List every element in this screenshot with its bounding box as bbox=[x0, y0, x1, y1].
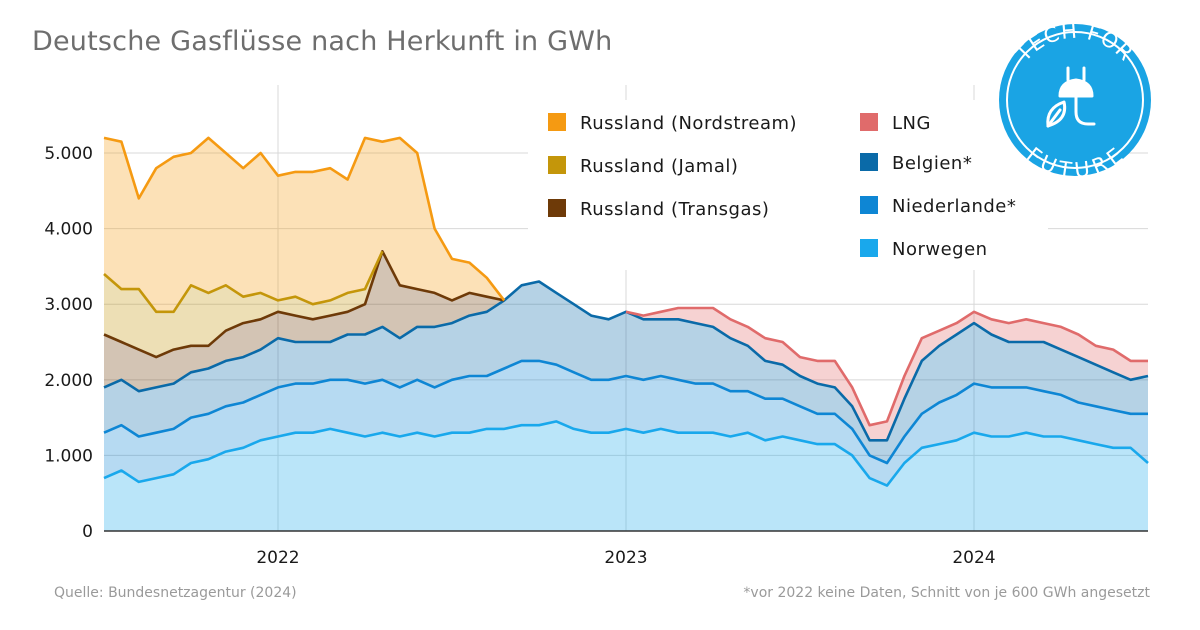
x-tick-label: 2022 bbox=[256, 548, 299, 568]
legend-label-russland-transgas: Russland (Transgas) bbox=[580, 199, 769, 220]
area-niederlande bbox=[104, 360, 1148, 486]
y-tick-label: 0 bbox=[82, 522, 93, 542]
legend-swatch-belgien bbox=[860, 153, 878, 171]
legend-swatch-norwegen bbox=[860, 239, 878, 257]
area-norwegen bbox=[104, 421, 1148, 531]
line-norwegen bbox=[103, 420, 1149, 487]
series-lines bbox=[103, 136, 1149, 487]
legend-swatch-niederlande bbox=[860, 196, 878, 214]
y-axis-ticks: 0 1.000 2.000 3.000 4.000 5.000 bbox=[44, 144, 93, 542]
legend-label-norwegen: Norwegen bbox=[892, 239, 988, 260]
line-lng bbox=[625, 306, 1148, 427]
x-tick-label: 2023 bbox=[604, 548, 647, 568]
area-russland-jamal bbox=[104, 251, 383, 358]
legend-label-russland-nordstream: Russland (Nordstream) bbox=[580, 113, 797, 134]
legend-label-lng: LNG bbox=[892, 113, 931, 134]
legend-swatch-russland-transgas bbox=[548, 199, 566, 217]
legend: Russland (Nordstream) Russland (Jamal) Rus… bbox=[528, 100, 1048, 270]
y-tick-label: 1.000 bbox=[44, 446, 93, 466]
source-note: Quelle: Bundesnetzagentur (2024) bbox=[54, 585, 297, 601]
legend-background bbox=[528, 100, 1048, 270]
y-tick-label: 4.000 bbox=[44, 220, 93, 240]
legend-swatch-russland-jamal bbox=[548, 156, 566, 174]
line-niederlande bbox=[103, 359, 1148, 465]
line-russland-jamal bbox=[103, 250, 384, 314]
y-tick-label: 3.000 bbox=[44, 295, 93, 315]
line-russland-nordstream bbox=[103, 136, 506, 302]
legend-label-belgien: Belgien* bbox=[892, 153, 972, 174]
x-tick-label: 2024 bbox=[952, 548, 995, 568]
legend-label-niederlande: Niederlande* bbox=[892, 196, 1016, 217]
x-axis-ticks: 2022 2023 2024 bbox=[256, 548, 995, 568]
chart-title: Deutsche Gasflüsse nach Herkunft in GWh bbox=[32, 26, 613, 57]
y-tick-label: 2.000 bbox=[44, 371, 93, 391]
area-russland-nordstream bbox=[104, 137, 505, 312]
y-tick-label: 5.000 bbox=[44, 144, 93, 164]
footnote: *vor 2022 keine Daten, Schnitt von je 60… bbox=[743, 585, 1150, 601]
legend-swatch-lng bbox=[860, 113, 878, 131]
legend-swatch-russland-nordstream bbox=[548, 113, 566, 131]
line-russland-transgas bbox=[103, 250, 505, 359]
legend-label-russland-jamal: Russland (Jamal) bbox=[580, 156, 738, 177]
area-belgien bbox=[104, 281, 1148, 463]
